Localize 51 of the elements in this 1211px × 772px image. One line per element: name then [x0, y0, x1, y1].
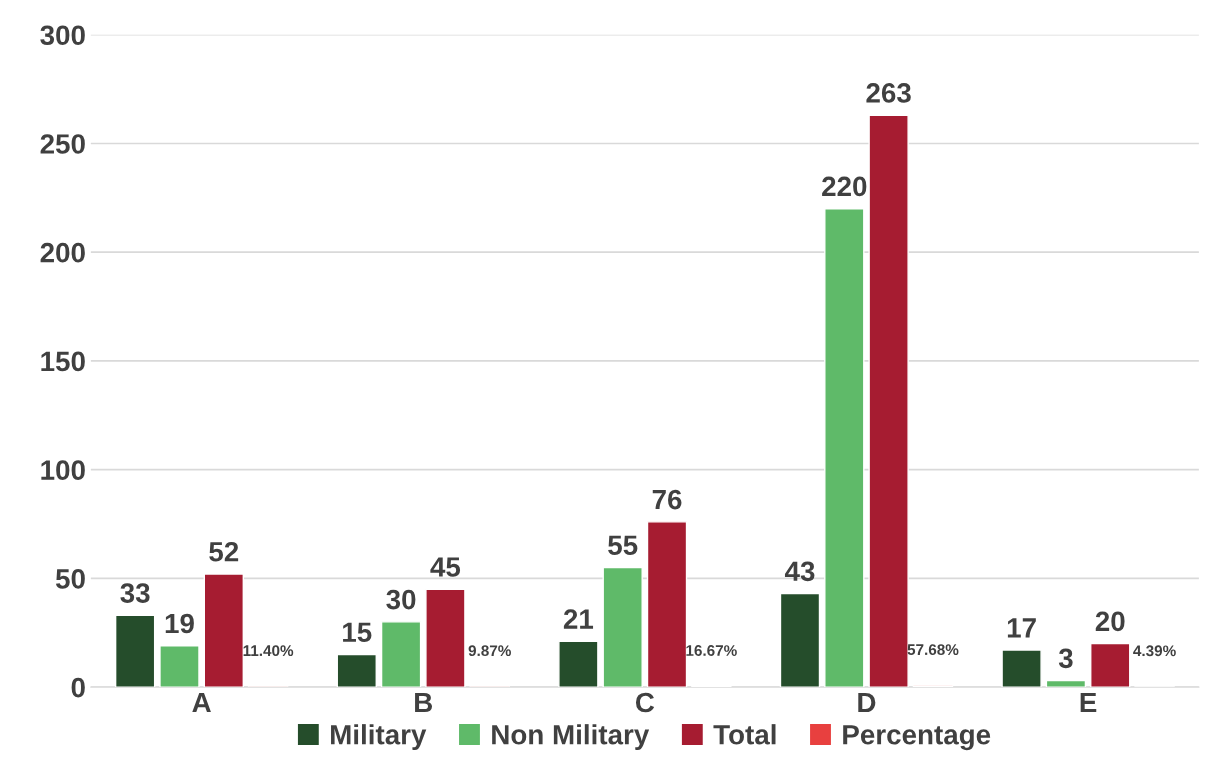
data-label: 30 — [386, 589, 416, 610]
bar — [646, 521, 688, 688]
x-tick-label: E — [1080, 692, 1097, 713]
x-tick-label: D — [858, 692, 876, 713]
x-tick-label: C — [635, 692, 655, 713]
y-tick-label: 250 — [40, 134, 85, 154]
data-label: 19 — [165, 613, 194, 634]
data-label: 16.67% — [686, 645, 737, 656]
data-label: 11.40% — [243, 645, 294, 657]
bar — [380, 621, 422, 688]
data-label: 55 — [608, 535, 638, 556]
legend-label: Non Military — [492, 724, 650, 751]
data-label: 76 — [652, 489, 682, 510]
data-label: 17 — [1007, 618, 1036, 638]
data-label: 4.39% — [1133, 645, 1176, 657]
data-label: 21 — [563, 609, 594, 629]
x-tick-label: B — [415, 692, 433, 713]
y-tick-label: 200 — [40, 242, 85, 263]
y-tick-label: 100 — [41, 460, 85, 480]
x-tick-label: A — [192, 692, 211, 713]
y-tick-label: 300 — [40, 25, 85, 46]
legend-label: Military — [331, 724, 427, 751]
bar — [1001, 649, 1042, 688]
data-label: 45 — [430, 557, 461, 577]
bar — [425, 588, 466, 688]
y-tick-label: 50 — [55, 569, 85, 589]
bar — [824, 208, 865, 688]
data-label: 20 — [1095, 611, 1125, 632]
bar — [558, 640, 599, 688]
bar — [779, 592, 821, 688]
bar — [114, 614, 156, 688]
data-label: 15 — [343, 622, 372, 643]
y-tick-label: 0 — [71, 677, 85, 698]
data-label: 57.68% — [907, 644, 959, 656]
data-label: 33 — [120, 583, 150, 603]
data-label: 52 — [209, 541, 239, 562]
data-label: 263 — [866, 83, 911, 103]
data-label: 220 — [822, 176, 867, 197]
bar — [602, 566, 643, 688]
bar — [336, 653, 377, 688]
bar — [203, 573, 244, 688]
data-label: 43 — [784, 561, 815, 582]
bar — [1090, 642, 1131, 688]
bar — [1045, 679, 1087, 688]
legend-label: Percentage — [843, 725, 991, 751]
legend-label: Total — [713, 724, 776, 745]
data-label: 9.87% — [468, 645, 511, 657]
data-label: 3 — [1058, 648, 1073, 669]
bar — [868, 114, 909, 688]
bar — [159, 645, 200, 688]
y-tick-label: 150 — [41, 351, 85, 372]
